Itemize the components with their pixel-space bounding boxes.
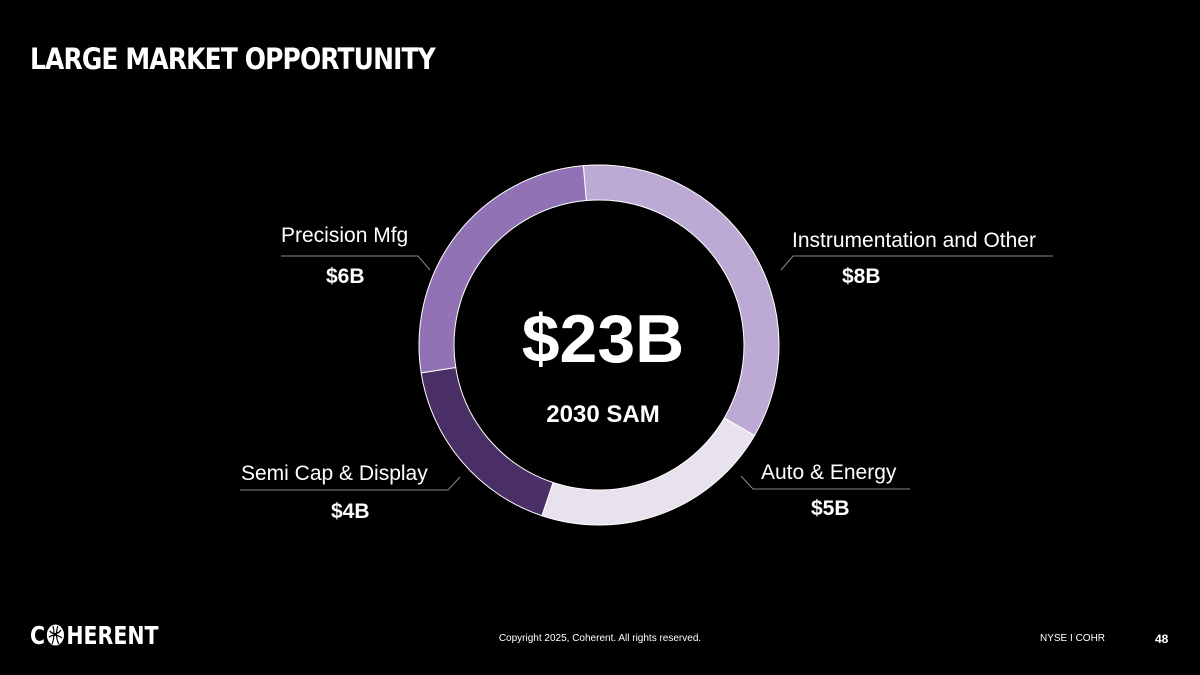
slice-value-semicap: $4B bbox=[331, 500, 370, 523]
page-number: 48 bbox=[1155, 632, 1169, 646]
slice-value-instrumentation: $8B bbox=[842, 265, 881, 288]
slice-label-auto-energy: Auto & Energy bbox=[761, 461, 897, 484]
center-total-label: 2030 SAM bbox=[546, 401, 660, 428]
ticker-text: NYSE I COHR bbox=[1040, 633, 1106, 644]
leader-line-precision bbox=[281, 255, 431, 271]
slice-value-precision-mfg: $6B bbox=[326, 265, 365, 288]
slide-title: LARGE MARKET OPPORTUNITY bbox=[30, 42, 436, 76]
logo-globe-icon bbox=[47, 624, 65, 646]
slice-label-semicap: Semi Cap & Display bbox=[241, 462, 428, 485]
donut-slice-precision-mfg bbox=[418, 165, 587, 374]
logo-text-prefix: C bbox=[30, 620, 46, 650]
coherent-logo: C HERENT bbox=[30, 620, 158, 650]
slice-label-instrumentation: Instrumentation and Other bbox=[792, 229, 1036, 252]
logo-text-suffix: HERENT bbox=[66, 620, 159, 650]
leader-line-auto bbox=[740, 475, 910, 490]
leader-line-instrumentation bbox=[780, 255, 1053, 271]
slice-label-precision-mfg: Precision Mfg bbox=[281, 224, 409, 247]
copyright-text: Copyright 2025, Coherent. All rights res… bbox=[498, 633, 702, 644]
center-total-value: $23B bbox=[521, 301, 685, 377]
leader-line-semicap bbox=[240, 476, 461, 491]
slice-value-auto-energy: $5B bbox=[811, 497, 850, 520]
